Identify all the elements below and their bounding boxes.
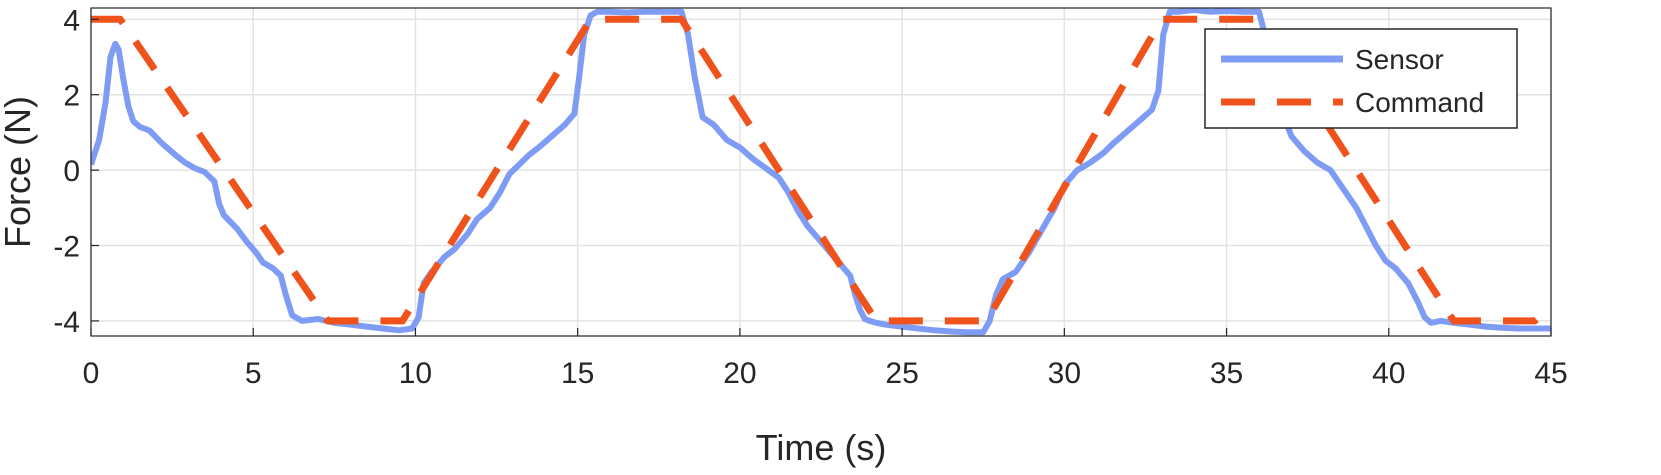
x-tick-label-4: 20: [723, 357, 756, 390]
y-tick-label-1: -2: [53, 231, 80, 264]
y-tick-label-4: 4: [63, 4, 80, 37]
legend-label-command: Command: [1355, 87, 1484, 118]
x-axis-label: Time (s): [756, 427, 887, 468]
x-tick-label-2: 10: [399, 357, 432, 390]
x-tick-label-1: 5: [245, 357, 262, 390]
legend-box: [1204, 28, 1518, 129]
y-tick-label-3: 2: [63, 80, 80, 113]
x-tick-label-8: 40: [1372, 357, 1405, 390]
legend-label-sensor: Sensor: [1355, 44, 1444, 75]
x-tick-label-9: 45: [1534, 357, 1567, 390]
x-tick-label-0: 0: [83, 357, 100, 390]
y-axis-label: Force (N): [0, 96, 38, 248]
y-tick-label-0: -4: [53, 306, 80, 339]
y-axis-ticks: -4 -2 0 2 4: [53, 4, 99, 339]
x-axis-ticks: 0 5 10 15 20 25 30 35 40 45: [83, 328, 1568, 390]
plot-frame: [90, 7, 1552, 337]
x-tick-label-7: 35: [1210, 357, 1243, 390]
x-tick-label-3: 15: [561, 357, 594, 390]
x-tick-label-5: 25: [885, 357, 918, 390]
x-tick-label-6: 30: [1048, 357, 1081, 390]
legend: Sensor Command: [1204, 28, 1518, 129]
series-line-command: [91, 15, 1551, 325]
y-tick-label-2: 0: [63, 155, 80, 188]
